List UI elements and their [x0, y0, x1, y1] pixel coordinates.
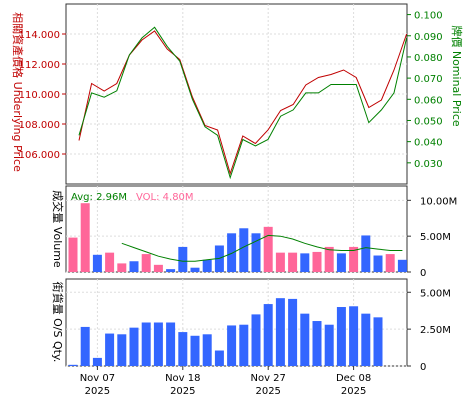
tick-label-right: 0.040 — [414, 138, 443, 149]
x-tick-label-year: 2025 — [170, 386, 195, 397]
volume-tick-label: 5.00M — [420, 232, 451, 243]
tick-label-left: 112.000 — [19, 60, 60, 71]
outstanding-bar — [361, 313, 371, 366]
outstanding-bar — [373, 317, 383, 366]
outstanding-bar — [117, 334, 127, 366]
outstanding-bar — [68, 364, 78, 366]
outstanding-bar — [202, 334, 212, 366]
tick-label-left: 106.000 — [19, 150, 60, 161]
volume-bar — [263, 226, 273, 272]
volume-average-legend: Avg: 2.96M — [71, 192, 127, 203]
volume-bar — [324, 246, 334, 272]
volume-tick-label: 0 — [420, 268, 426, 279]
volume-bar — [129, 261, 139, 272]
outstanding-bar — [336, 307, 346, 366]
volume-bar — [275, 252, 285, 272]
outstanding-bar — [288, 298, 298, 366]
x-tick-label-year: 2025 — [85, 386, 110, 397]
outstanding-bar — [227, 325, 237, 366]
volume-bar — [117, 263, 127, 272]
outstanding-bar — [263, 304, 273, 366]
volume-axis-title: 成交量 Volume — [51, 190, 65, 268]
outstanding-bar — [324, 324, 334, 366]
tick-label-left: 108.000 — [19, 120, 60, 131]
outstanding-bar — [251, 314, 261, 366]
tick-label-right: 0.060 — [414, 95, 443, 106]
volume-bar — [349, 246, 359, 272]
volume-bar — [300, 253, 310, 272]
outstanding-tick-label: 0 — [420, 362, 426, 373]
outstanding-axis-title: 街貨量 O/S Qty. — [51, 282, 65, 363]
outstanding-bar — [166, 322, 176, 366]
volume-bar — [153, 264, 163, 272]
outstanding-tick-label: 5.00M — [420, 288, 451, 299]
nominal-price-axis-title: 牌價 Nominal Price — [450, 25, 464, 127]
outstanding-bar — [129, 327, 139, 366]
outstanding-bar — [239, 324, 249, 366]
outstanding-bar — [214, 350, 224, 366]
tick-label-left: 110.000 — [19, 90, 60, 101]
outstanding-bar — [312, 321, 322, 366]
volume-bar — [202, 259, 212, 272]
volume-bar — [361, 235, 371, 272]
volume-tick-label: 10.00M — [420, 196, 457, 207]
tick-label-right: 0.050 — [414, 116, 443, 127]
volume-bar — [397, 259, 407, 272]
volume-bar — [251, 233, 261, 272]
tick-label-right: 0.090 — [414, 32, 443, 43]
outstanding-bar — [300, 313, 310, 366]
outstanding-bar — [80, 326, 90, 366]
volume-bar — [239, 228, 249, 272]
x-tick-label-date: Nov 07 — [80, 373, 115, 384]
volume-bar — [68, 237, 78, 272]
nominal-price-line — [78, 26, 408, 180]
outstanding-bar — [153, 322, 163, 366]
tick-label-right: 0.030 — [414, 159, 443, 170]
volume-bar — [385, 254, 395, 272]
volume-bar — [92, 254, 102, 272]
volume-bar — [80, 203, 90, 272]
volume-average-line — [121, 234, 403, 262]
volume-bar — [166, 269, 176, 272]
outstanding-bar — [190, 335, 200, 366]
volume-bar — [312, 251, 322, 272]
volume-bar — [227, 233, 237, 272]
tick-label-right: 0.070 — [414, 74, 443, 85]
outstanding-bar — [349, 306, 359, 366]
x-tick-label-year: 2025 — [255, 386, 280, 397]
outstanding-bar — [178, 332, 188, 366]
underlying-price-axis-title: 相關資產價格 Underlying Price — [11, 12, 25, 172]
outstanding-tick-label: 2.50M — [420, 325, 451, 336]
outstanding-bar — [92, 357, 102, 366]
x-tick-label-date: Nov 18 — [165, 373, 200, 384]
volume-bar — [373, 255, 383, 272]
x-tick-label-year: 2025 — [341, 386, 366, 397]
outstanding-bar — [275, 298, 285, 366]
volume-bar — [178, 246, 188, 272]
volume-bar — [190, 267, 200, 272]
volume-bar — [288, 252, 298, 272]
x-tick-label-date: Dec 08 — [336, 373, 371, 384]
volume-bar — [336, 253, 346, 272]
tick-label-left: 114.000 — [19, 30, 60, 41]
volume-bar — [141, 254, 151, 272]
volume-bar — [105, 252, 115, 272]
outstanding-bar — [105, 333, 115, 366]
tick-label-right: 0.100 — [414, 11, 443, 22]
tick-label-right: 0.080 — [414, 53, 443, 64]
x-tick-label-date: Nov 27 — [250, 373, 285, 384]
volume-current-legend: VOL: 4.80M — [136, 192, 194, 203]
outstanding-bar — [141, 322, 151, 366]
